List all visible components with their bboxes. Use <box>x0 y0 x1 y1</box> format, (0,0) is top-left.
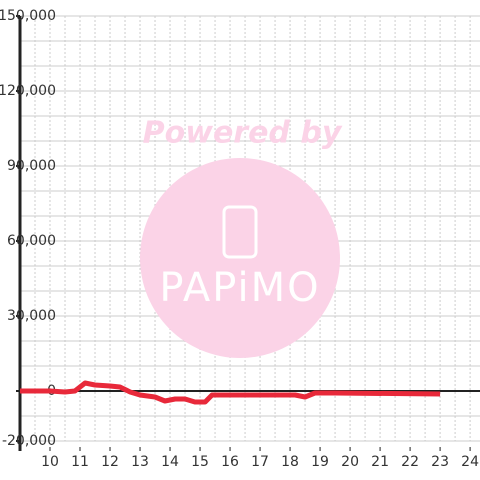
y-tick-label: 90,000 <box>7 158 56 174</box>
watermark-logo: PAPiMO <box>159 265 320 311</box>
x-tick-label: 19 <box>311 454 329 470</box>
watermark-title: Powered by <box>143 116 343 151</box>
x-tick-label: 24 <box>461 454 479 470</box>
x-tick-label: 18 <box>281 454 299 470</box>
y-tick-label: 60,000 <box>7 233 56 249</box>
watermark-icon <box>222 205 258 259</box>
x-tick-label: 23 <box>431 454 449 470</box>
x-tick-label: 16 <box>221 454 239 470</box>
x-tick-label: 15 <box>191 454 209 470</box>
y-tick-label: 30,000 <box>7 308 56 324</box>
line-series <box>20 380 441 405</box>
y-tick-label: 150,000 <box>0 8 56 24</box>
x-tick-label: 22 <box>401 454 419 470</box>
x-tick-label: 13 <box>131 454 149 470</box>
y-tick-label: 120,000 <box>0 83 56 99</box>
x-tick-label: 21 <box>371 454 389 470</box>
y-tick-label: -20,000 <box>2 433 56 449</box>
x-tick-label: 17 <box>251 454 269 470</box>
watermark: Powered by PAPiMO <box>140 116 343 358</box>
x-tick-label: 20 <box>341 454 359 470</box>
x-tick-label: 12 <box>101 454 119 470</box>
x-tick-label: 14 <box>161 454 179 470</box>
x-tick-label: 11 <box>71 454 89 470</box>
x-tick-label: 10 <box>41 454 59 470</box>
